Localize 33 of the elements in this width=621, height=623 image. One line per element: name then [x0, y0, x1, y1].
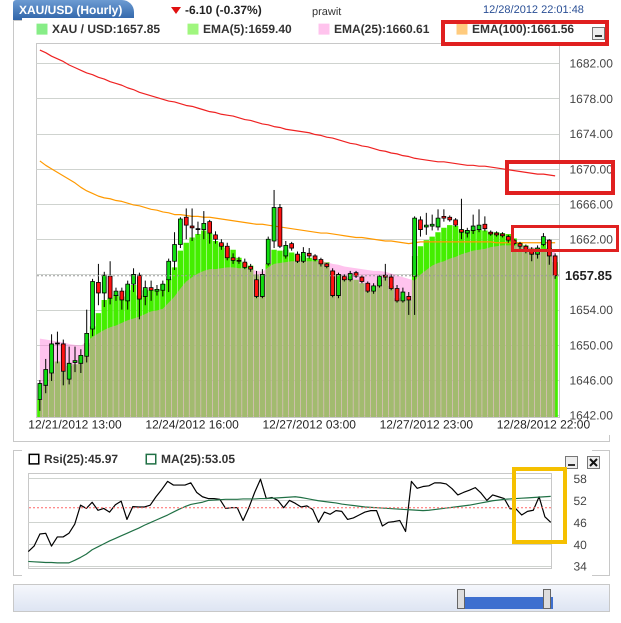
legend-label: EMA(5):1659.40 [203, 22, 292, 36]
ref-line-label: 1657.85 [565, 268, 612, 283]
y-tick-label: 40 [574, 538, 588, 552]
x-tick-label: 12/24/2012 16:00 [145, 418, 240, 432]
y-tick-label: 1650.00 [570, 338, 614, 352]
legend-label: Rsi(25):45.97 [44, 452, 118, 466]
y-tick-label: 1646.00 [570, 374, 614, 388]
line-series [28, 478, 552, 552]
legend-label: XAU / USD:1657.85 [52, 22, 160, 36]
candlestick [213, 230, 218, 244]
text: prawit [312, 6, 342, 18]
y-tick-label: 46 [574, 516, 588, 530]
legend-label: EMA(25):1660.61 [334, 22, 430, 36]
y-tick-label: 58 [574, 472, 588, 486]
y-tick-label: 52 [574, 494, 588, 508]
chart-subtitle: -6.10 (-0.37%) [185, 3, 262, 17]
line-series [39, 49, 556, 176]
y-tick-label: 1662.00 [570, 232, 614, 247]
y-tick-label: 1682.00 [570, 56, 614, 71]
text: 12/28/2012 22:01:48 [483, 4, 584, 16]
y-tick-label: 34 [574, 560, 588, 574]
x-tick-label: 12/21/2012 13:00 [28, 418, 122, 432]
x-tick-label: 12/27/2012 23:00 [380, 418, 474, 432]
legend-label: MA(25):53.05 [161, 452, 236, 466]
candlestick [190, 208, 194, 242]
chart-title: XAU/USD (Hourly) [13, 0, 134, 20]
x-tick-label: 12/27/2012 03:00 [262, 418, 356, 432]
y-tick-label: 1654.00 [570, 303, 614, 318]
legend-label: EMA(100):1661.56 [472, 22, 574, 36]
y-tick-label: 1678.00 [570, 92, 614, 106]
line-series [28, 496, 552, 564]
y-tick-label: 1666.00 [570, 198, 614, 212]
y-tick-label: 1674.00 [570, 127, 614, 142]
